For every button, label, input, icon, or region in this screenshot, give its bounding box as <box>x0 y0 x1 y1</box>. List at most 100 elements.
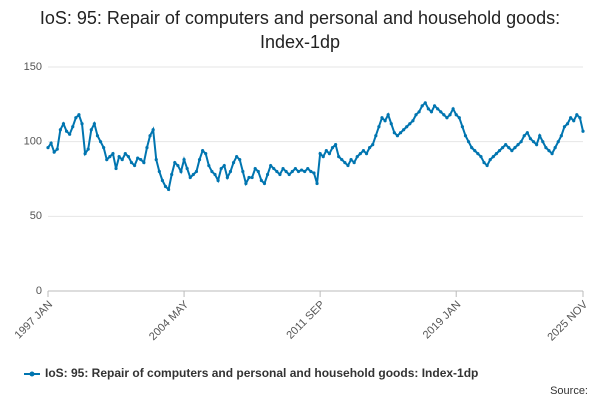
data-point <box>46 146 50 150</box>
data-point <box>572 119 576 123</box>
data-point <box>454 113 458 117</box>
data-point <box>327 152 332 156</box>
data-point <box>334 143 338 147</box>
data-point <box>259 178 263 183</box>
data-point <box>355 155 359 159</box>
data-point <box>296 169 301 174</box>
data-point <box>213 172 217 177</box>
data-point <box>123 152 127 156</box>
data-point <box>151 128 155 132</box>
data-point <box>219 166 223 171</box>
data-point <box>173 160 177 165</box>
data-point <box>222 163 226 168</box>
data-point <box>352 160 356 165</box>
data-point <box>448 113 452 117</box>
data-point <box>528 137 533 141</box>
data-point <box>139 157 143 162</box>
data-point <box>204 152 208 156</box>
legend-swatch-dot <box>29 371 35 377</box>
data-point <box>346 163 350 168</box>
data-point <box>522 134 526 138</box>
data-point <box>269 163 273 168</box>
data-point <box>89 128 93 132</box>
data-point <box>148 134 152 138</box>
y-tick-label: 100 <box>24 136 42 148</box>
data-point <box>581 129 585 133</box>
data-point <box>120 157 124 162</box>
data-point <box>132 163 137 168</box>
data-point <box>510 149 514 153</box>
data-point <box>541 140 545 144</box>
data-point <box>117 155 121 159</box>
data-point <box>194 169 199 174</box>
data-point <box>225 175 229 180</box>
data-point <box>426 107 430 111</box>
data-point <box>420 104 424 108</box>
data-point <box>145 146 149 150</box>
data-point <box>68 132 72 136</box>
data-point <box>479 155 483 159</box>
data-point <box>160 178 165 183</box>
data-point <box>272 166 276 171</box>
data-point <box>71 125 75 129</box>
data-point <box>405 125 409 129</box>
data-point <box>114 166 118 171</box>
legend-label: IoS: 95: Repair of computers and persona… <box>45 366 478 380</box>
data-point <box>488 157 492 162</box>
x-tick-label: 2011 SEP <box>284 299 327 342</box>
data-point <box>74 116 78 120</box>
data-point <box>238 157 242 162</box>
data-point <box>402 128 406 132</box>
y-tick-label: 0 <box>36 285 42 297</box>
data-point <box>343 160 347 165</box>
data-point <box>275 169 279 174</box>
data-point <box>519 140 523 144</box>
data-point <box>250 175 254 180</box>
data-point <box>414 113 418 117</box>
data-point <box>293 166 297 171</box>
data-point <box>281 166 285 171</box>
data-point <box>247 175 251 180</box>
data-point <box>559 134 563 138</box>
data-point <box>303 169 307 174</box>
data-point <box>491 155 495 159</box>
data-point <box>176 163 180 168</box>
data-point <box>358 152 362 156</box>
data-point <box>482 160 486 165</box>
data-point <box>179 169 183 174</box>
data-point <box>547 149 551 153</box>
data-point <box>105 157 109 162</box>
data-point <box>374 134 378 138</box>
data-point <box>126 155 131 159</box>
x-tick-label: 2019 JAN <box>421 299 464 342</box>
data-point <box>531 140 536 144</box>
data-point <box>500 146 505 150</box>
data-point <box>575 113 579 117</box>
data-point <box>550 152 554 156</box>
data-point <box>182 157 186 162</box>
data-point <box>102 146 106 150</box>
data-point <box>386 113 390 117</box>
data-point <box>306 166 310 171</box>
data-point <box>129 160 134 165</box>
data-point <box>460 125 464 129</box>
data-point <box>417 110 421 114</box>
data-point <box>371 143 375 147</box>
data-point <box>207 163 211 168</box>
data-point <box>92 122 96 126</box>
data-point <box>330 146 335 150</box>
data-point <box>241 169 245 174</box>
data-point <box>95 134 100 138</box>
data-point <box>494 152 499 156</box>
data-point <box>383 119 387 123</box>
data-point <box>312 171 316 175</box>
data-point <box>58 128 62 132</box>
data-point <box>170 172 174 177</box>
data-point <box>411 119 415 123</box>
data-point <box>163 184 168 189</box>
data-point <box>516 143 520 147</box>
data-point <box>64 129 69 133</box>
data-point <box>253 166 257 171</box>
data-point <box>284 169 288 174</box>
